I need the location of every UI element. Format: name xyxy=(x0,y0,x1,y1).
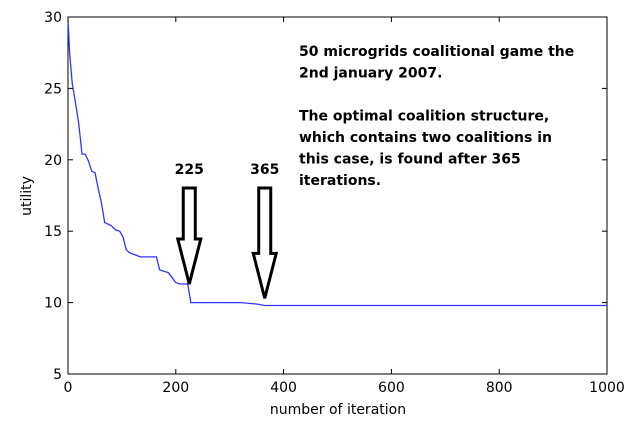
arrow-365 xyxy=(251,186,279,299)
x-tick-label: 600 xyxy=(378,380,405,396)
x-tick-label: 1000 xyxy=(589,380,625,396)
arrows-layer: 225 365 xyxy=(175,162,279,299)
ticks-layer: 0 200 400 600 800 1000 5 10 15 20 25 30 xyxy=(44,10,625,396)
x-axis-label: number of iteration xyxy=(270,402,406,418)
annotation-line: which contains two coalitions in xyxy=(299,130,552,146)
utility-series-line xyxy=(67,19,607,307)
y-tick-label: 10 xyxy=(44,296,62,312)
x-tick-label: 800 xyxy=(486,380,513,396)
annotation-line: this case, is found after 365 xyxy=(299,152,521,168)
y-tick-label: 25 xyxy=(44,81,62,97)
annotation-line: 2nd january 2007. xyxy=(299,66,442,82)
y-axis-label: utility xyxy=(19,176,35,216)
arrow-label-225: 225 xyxy=(175,162,204,178)
data-layer xyxy=(67,19,607,307)
annotation-line: The optimal coalition structure, xyxy=(299,109,549,125)
annotation-layer: 50 microgrids coalitional game the 2nd ja… xyxy=(299,44,574,189)
annotation-line: 50 microgrids coalitional game the xyxy=(299,44,574,60)
annotation-line: iterations. xyxy=(299,173,381,189)
x-tick-label: 0 xyxy=(64,380,73,396)
y-tick-label: 15 xyxy=(44,224,62,240)
x-tick-label: 200 xyxy=(162,380,189,396)
arrow-225 xyxy=(175,186,203,285)
x-tick-label: 400 xyxy=(270,380,297,396)
y-tick-label: 20 xyxy=(44,153,62,169)
y-tick-label: 5 xyxy=(53,367,62,383)
plot-area xyxy=(67,16,608,375)
y-tick-label: 30 xyxy=(44,10,62,26)
plot-frame xyxy=(67,16,608,375)
arrow-label-365: 365 xyxy=(250,162,279,178)
